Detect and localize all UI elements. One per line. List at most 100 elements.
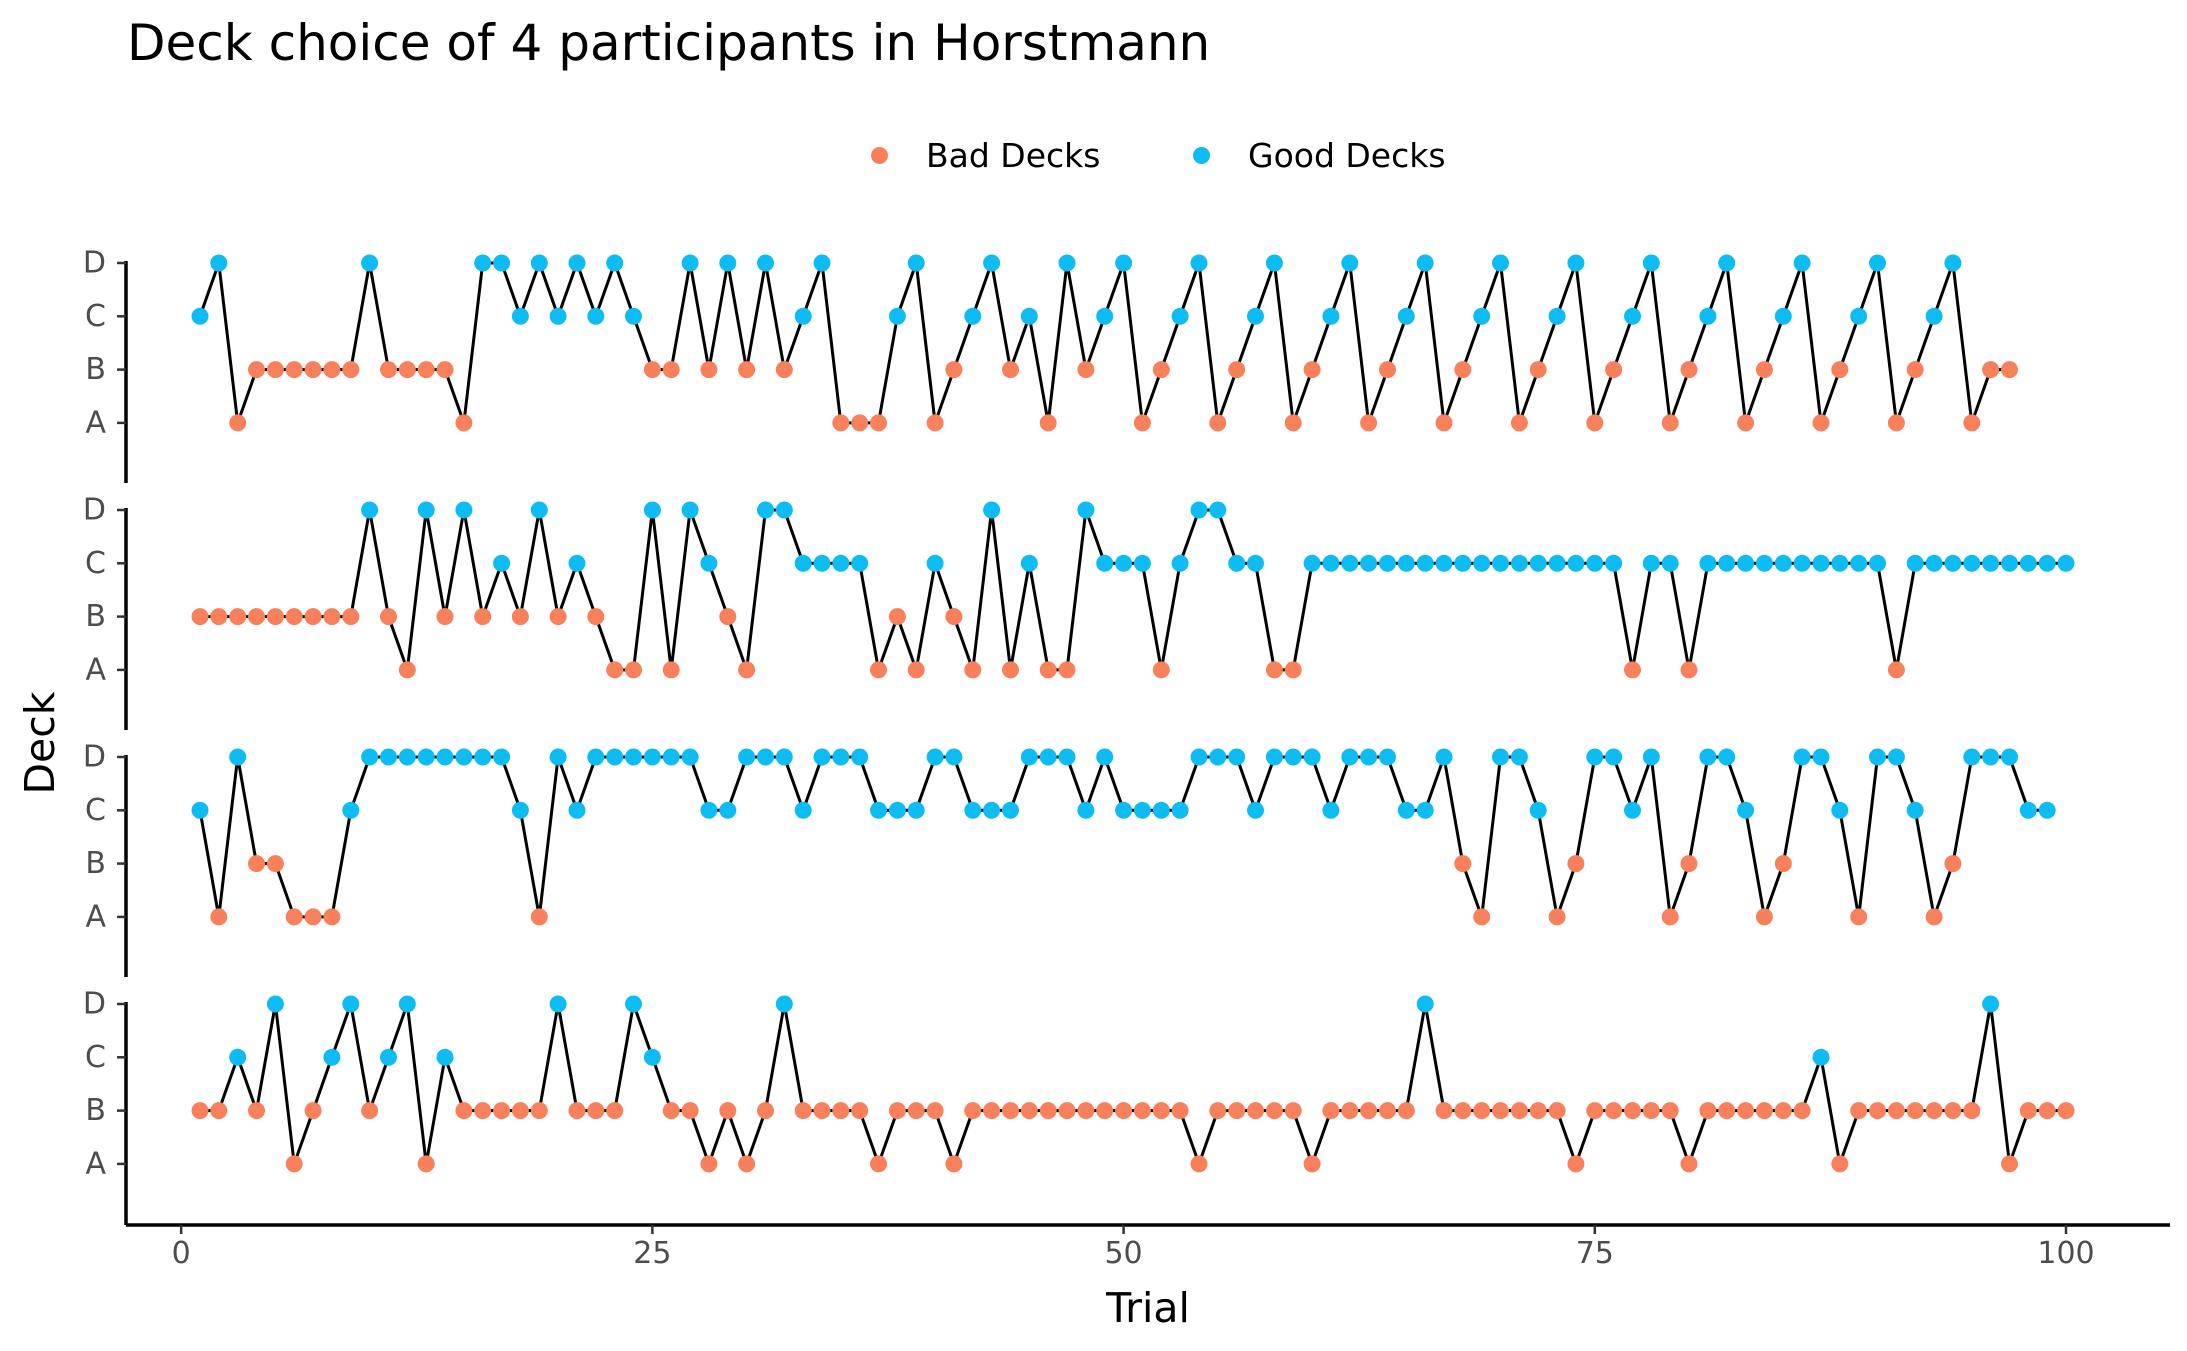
point-panel-3-trial-58: [1265, 748, 1283, 766]
y-tick-label-panel-3-B: B: [85, 846, 106, 881]
point-panel-3-trial-99: [2038, 801, 2056, 819]
point-panel-4-trial-98: [2019, 1102, 2037, 1120]
point-panel-4-trial-77: [1624, 1102, 1641, 1120]
y-tick-label-panel-2-B: B: [85, 599, 106, 634]
point-panel-4-trial-86: [1793, 1102, 1811, 1120]
point-panel-1-trial-2: [210, 254, 228, 272]
point-panel-4-trial-63: [1360, 1102, 1378, 1120]
point-panel-3-trial-13: [417, 748, 435, 766]
point-panel-3-trial-33: [794, 801, 812, 819]
point-panel-3-trial-77: [1624, 801, 1641, 819]
point-panel-1-trial-44: [1002, 361, 1019, 379]
point-panel-4-trial-44: [1002, 1102, 1019, 1120]
point-panel-4-trial-27: [681, 1102, 699, 1120]
point-panel-4-trial-11: [380, 1048, 397, 1066]
point-panel-1-trial-63: [1360, 414, 1378, 432]
point-panel-3-trial-67: [1435, 748, 1453, 766]
point-panel-1-trial-30: [738, 361, 756, 379]
point-panel-3-trial-43: [983, 801, 1001, 819]
point-panel-2-trial-93: [1925, 554, 1943, 572]
point-panel-3-trial-48: [1077, 801, 1095, 819]
point-panel-2-trial-96: [1982, 554, 2000, 572]
point-panel-2-trial-80: [1680, 661, 1698, 679]
legend-marker-bad-decks: [871, 146, 888, 164]
point-panel-2-trial-43: [983, 501, 1001, 519]
point-panel-2-trial-27: [681, 501, 699, 519]
point-panel-1-trial-61: [1322, 307, 1340, 325]
point-panel-1-trial-96: [1982, 361, 2000, 379]
point-panel-2-trial-2: [210, 608, 228, 626]
point-panel-4-trial-18: [511, 1102, 529, 1120]
point-panel-2-trial-34: [813, 554, 831, 572]
point-panel-1-trial-70: [1492, 254, 1509, 272]
point-panel-3-trial-45: [1020, 748, 1038, 766]
point-panel-3-trial-54: [1190, 748, 1208, 766]
point-panel-4-trial-24: [625, 995, 642, 1013]
point-panel-2-trial-65: [1397, 554, 1415, 572]
point-panel-2-trial-60: [1303, 554, 1321, 572]
point-panel-2-trial-21: [568, 554, 586, 572]
point-panel-4-trial-20: [549, 995, 567, 1013]
point-panel-1-trial-25: [643, 361, 661, 379]
point-panel-1-trial-64: [1379, 361, 1396, 379]
point-panel-4-trial-76: [1605, 1102, 1623, 1120]
point-panel-4-trial-60: [1303, 1155, 1321, 1173]
point-panel-4-trial-61: [1322, 1102, 1340, 1120]
point-panel-3-trial-64: [1379, 748, 1396, 766]
point-panel-1-trial-73: [1548, 307, 1566, 325]
point-panel-2-trial-4: [248, 608, 265, 626]
point-panel-4-trial-26: [662, 1102, 680, 1120]
point-panel-4-trial-8: [323, 1048, 341, 1066]
y-tick-label-panel-2-A: A: [85, 652, 106, 687]
point-panel-4-trial-55: [1209, 1102, 1227, 1120]
y-tick-label-panel-3-D: D: [83, 740, 106, 775]
point-panel-3-trial-8: [323, 908, 341, 926]
point-panel-2-trial-74: [1567, 554, 1585, 572]
point-panel-1-trial-47: [1058, 254, 1076, 272]
point-panel-2-trial-15: [455, 501, 473, 519]
point-panel-3-trial-40: [926, 748, 944, 766]
point-panel-4-trial-48: [1077, 1102, 1095, 1120]
point-panel-2-trial-23: [606, 661, 624, 679]
point-panel-2-trial-57: [1247, 554, 1264, 572]
point-panel-3-trial-85: [1774, 855, 1792, 873]
point-panel-3-trial-74: [1567, 855, 1585, 873]
legend-label-bad-decks: Bad Decks: [926, 135, 1101, 175]
point-panel-3-trial-3: [229, 748, 247, 766]
point-panel-4-trial-50: [1115, 1102, 1133, 1120]
point-panel-2-trial-33: [794, 554, 812, 572]
point-panel-2-trial-38: [888, 608, 906, 626]
point-panel-2-trial-73: [1548, 554, 1566, 572]
point-panel-4-trial-58: [1265, 1102, 1283, 1120]
point-panel-1-trial-19: [530, 254, 548, 272]
point-panel-3-trial-38: [888, 801, 906, 819]
point-panel-3-trial-52: [1152, 801, 1170, 819]
point-panel-2-trial-10: [361, 501, 379, 519]
point-panel-3-trial-56: [1228, 748, 1246, 766]
y-tick-label-panel-4-C: C: [85, 1040, 106, 1075]
point-panel-1-trial-60: [1303, 361, 1321, 379]
point-panel-3-trial-36: [851, 748, 869, 766]
point-panel-4-trial-69: [1473, 1102, 1491, 1120]
point-panel-1-trial-43: [983, 254, 1001, 272]
point-panel-4-trial-43: [983, 1102, 1001, 1120]
point-panel-4-trial-49: [1096, 1102, 1114, 1120]
point-panel-2-trial-94: [1944, 554, 1962, 572]
point-panel-1-trial-9: [342, 361, 360, 379]
point-panel-3-trial-29: [719, 801, 737, 819]
point-panel-2-trial-41: [945, 608, 963, 626]
point-panel-3-trial-16: [474, 748, 492, 766]
point-panel-1-trial-7: [304, 361, 322, 379]
point-panel-3-trial-98: [2019, 801, 2037, 819]
legend-item-good-decks: Good Decks: [1193, 130, 1446, 180]
point-panel-1-trial-45: [1020, 307, 1038, 325]
point-panel-4-trial-57: [1247, 1102, 1264, 1120]
point-panel-3-trial-2: [210, 908, 228, 926]
legend: Bad Decks Good Decks: [0, 130, 2187, 180]
point-panel-3-trial-10: [361, 748, 379, 766]
point-panel-1-trial-90: [1869, 254, 1886, 272]
point-panel-4-trial-15: [455, 1102, 473, 1120]
point-panel-4-trial-1: [191, 1102, 209, 1120]
point-panel-1-trial-93: [1925, 307, 1943, 325]
point-panel-2-trial-22: [587, 608, 605, 626]
